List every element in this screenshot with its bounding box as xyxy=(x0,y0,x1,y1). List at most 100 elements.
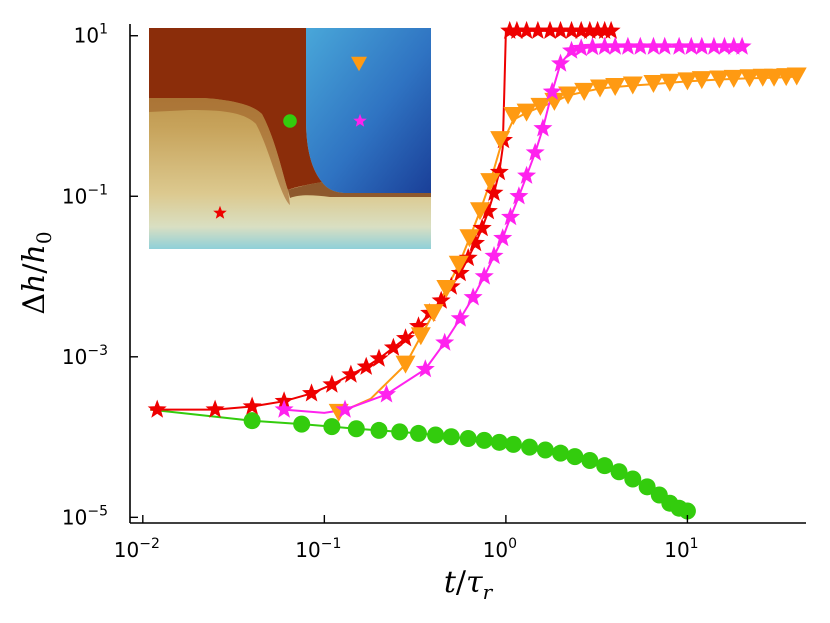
inset-marker-1 xyxy=(283,114,297,128)
series-1-point xyxy=(409,316,428,335)
series-1-point xyxy=(601,20,621,39)
series-1-point xyxy=(383,337,403,356)
series-2-point xyxy=(786,67,807,86)
series-0-point xyxy=(442,428,460,446)
x-tick-label: 10−1 xyxy=(295,536,341,562)
tick-base: 10 xyxy=(664,538,689,562)
series-0-point xyxy=(521,438,539,456)
series-1-point xyxy=(551,20,570,39)
series-2-point xyxy=(516,103,537,122)
tick-exponent: −1 xyxy=(321,536,342,552)
series-3-point xyxy=(724,36,744,55)
series-2-point xyxy=(448,255,469,274)
series-3-point xyxy=(732,36,752,55)
series-1-point xyxy=(528,20,548,39)
x-tick-label: 10−2 xyxy=(114,536,160,562)
series-3-point xyxy=(692,36,712,55)
y-tick-label: 10−5 xyxy=(62,503,108,529)
y-label-h0: h xyxy=(17,244,52,263)
series-3-point xyxy=(643,36,663,55)
series-2-point xyxy=(677,72,698,91)
tick-exponent: 1 xyxy=(690,536,699,552)
tick-base: 10 xyxy=(62,505,87,529)
series-3-point xyxy=(415,359,435,378)
y-label-sub: 0 xyxy=(32,231,56,244)
series-1-point xyxy=(540,20,560,39)
series-0-point xyxy=(678,502,696,520)
series-3-point xyxy=(509,186,529,205)
inset-region-brown-shadow xyxy=(149,98,290,205)
series-1-point xyxy=(302,383,321,402)
series-1-point xyxy=(450,263,470,282)
series-3-point xyxy=(542,81,562,100)
y-axis-label: Δh/h0 xyxy=(17,231,56,314)
series-0-point xyxy=(323,418,341,436)
series-2-point xyxy=(605,77,626,96)
x-ticks: 10−2 10−1 100 101 xyxy=(114,515,699,562)
tick-base: 10 xyxy=(295,538,320,562)
series-0-point xyxy=(624,470,642,488)
tick-base: 10 xyxy=(483,538,508,562)
tick-exponent: −2 xyxy=(139,536,160,552)
series-3-point xyxy=(450,308,470,327)
tick-base: 10 xyxy=(62,345,87,369)
series-3-point xyxy=(474,266,494,285)
inset-region-brown xyxy=(149,28,322,190)
series-0-point xyxy=(475,431,493,449)
series-1-point xyxy=(242,396,262,415)
series-2-point xyxy=(459,229,480,248)
y-tick-label: 10−1 xyxy=(62,182,108,208)
series-1-point xyxy=(205,399,225,418)
series-0-point xyxy=(243,412,261,430)
inset-marker-2 xyxy=(353,113,367,127)
series-3-point xyxy=(484,246,504,265)
series-1-point xyxy=(517,20,537,39)
series-3-point xyxy=(618,36,638,55)
tick-exponent: 0 xyxy=(508,536,517,552)
series-1-point xyxy=(562,20,582,39)
series-0-point xyxy=(610,463,628,481)
series-1-point xyxy=(147,399,167,418)
series-3-point xyxy=(562,40,582,59)
x-tick-label: 101 xyxy=(664,536,698,562)
series-3-point xyxy=(605,36,625,55)
tick-exponent: −1 xyxy=(87,182,108,198)
y-label-h: h xyxy=(17,274,52,293)
series-1-point xyxy=(369,348,389,367)
series-3-point xyxy=(715,36,734,55)
x-label-t: t xyxy=(444,565,457,600)
y-label-delta: Δ xyxy=(17,293,52,315)
series-0-point xyxy=(566,448,584,466)
series-1-point xyxy=(431,290,451,309)
series-2-point xyxy=(395,355,416,374)
tick-exponent: −5 xyxy=(87,503,108,519)
series-1-point xyxy=(472,218,492,237)
axes xyxy=(129,24,806,524)
series-3-point xyxy=(669,36,689,55)
series-2-point xyxy=(643,75,664,94)
series-3-point xyxy=(493,228,513,247)
series-2-point xyxy=(436,279,457,298)
series-2-point xyxy=(469,202,490,221)
series-1-point xyxy=(489,162,509,181)
series-2-point xyxy=(503,106,524,125)
series-0-point xyxy=(596,457,614,475)
series-3-point xyxy=(435,332,455,351)
series-1-point xyxy=(500,20,520,39)
tick-base: 10 xyxy=(74,24,99,48)
series-2-point xyxy=(691,71,712,90)
series-1-point xyxy=(507,20,527,39)
series-0-point xyxy=(490,433,508,451)
inset-heatmap xyxy=(149,28,431,249)
series-0-point xyxy=(581,452,599,470)
series-3-point xyxy=(681,36,701,55)
x-label-tau: τ xyxy=(466,565,483,600)
series-2-point xyxy=(410,327,431,346)
x-tick-label: 100 xyxy=(483,536,517,562)
x-axis-label: t/τr xyxy=(444,565,494,604)
series-1-point xyxy=(466,233,485,252)
inset-region-dark-band xyxy=(288,182,431,198)
series-3-point xyxy=(377,384,396,403)
